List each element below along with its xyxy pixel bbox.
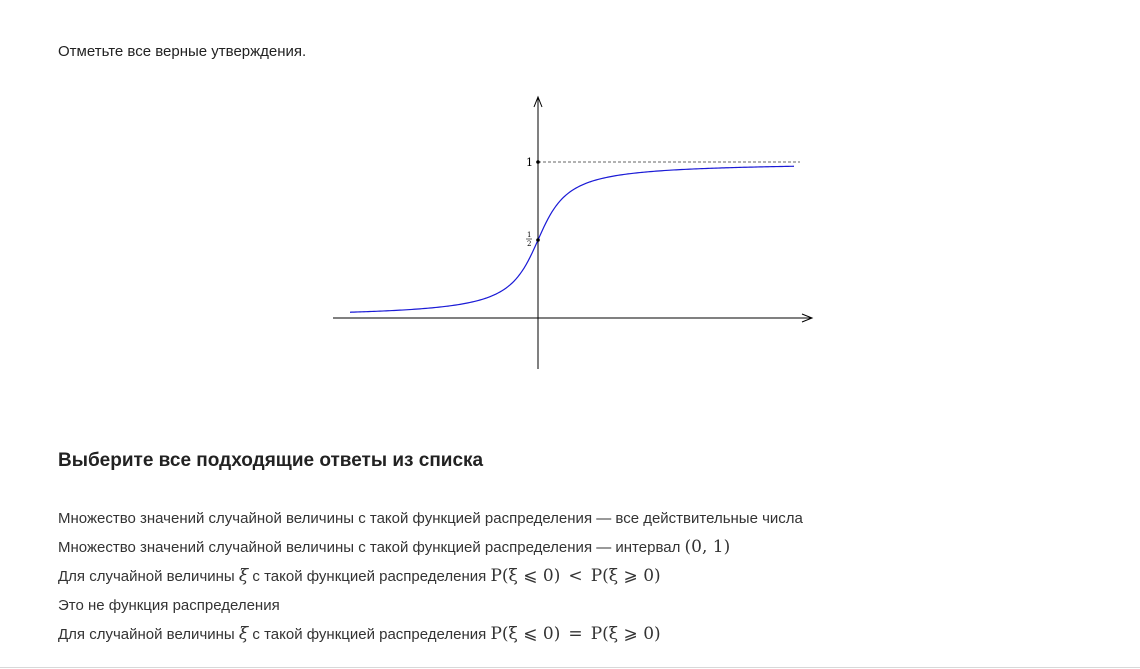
bottom-divider: [0, 667, 1140, 668]
question-text: Отметьте все верные утверждения.: [58, 43, 307, 60]
answer-option-5-mid: с такой функцией распределения: [248, 626, 491, 643]
y-axis-arrow: [533, 95, 543, 108]
answer-option-4-text: Это не функция распределения: [58, 597, 280, 614]
answer-option-3-mid: с такой функцией распределения: [248, 568, 491, 585]
answer-option-1-text: Множество значений случайной величины с …: [58, 510, 803, 527]
answer-option-3-rhs: P(ξ ⩾ 0): [590, 566, 661, 586]
answer-option-3-operator: <: [568, 566, 583, 586]
answer-option-2-text: Множество значений случайной величины с …: [58, 539, 685, 556]
answer-options-list: Множество значений случайной величины с …: [58, 505, 1098, 650]
tick-label-one: 1: [526, 156, 533, 169]
answers-title: Выберите все подходящие ответы из списка: [58, 450, 484, 471]
answer-option-3[interactable]: Для случайной величины ξ с такой функцие…: [58, 563, 1098, 592]
point-half: [536, 238, 540, 242]
answer-option-1[interactable]: Множество значений случайной величины с …: [58, 505, 1098, 534]
tick-label-half-denominator: 2: [527, 240, 531, 248]
answer-option-5-operator: =: [568, 624, 583, 644]
answer-option-3-xi: ξ: [238, 566, 249, 586]
answer-option-2-math: (0, 1): [684, 537, 731, 557]
x-axis-arrow: [801, 313, 814, 323]
answer-option-5-lhs: P(ξ ⩽ 0): [490, 624, 561, 644]
answer-option-2[interactable]: Множество значений случайной величины с …: [58, 534, 1098, 563]
tick-label-half-numerator: 1: [527, 231, 531, 239]
point-one: [536, 160, 540, 164]
cdf-curve: [349, 165, 795, 313]
answer-option-5-pre: Для случайной величины: [58, 626, 239, 643]
answer-option-4[interactable]: Это не функция распределения: [58, 592, 1098, 621]
answer-option-3-pre: Для случайной величины: [58, 568, 239, 585]
answer-option-3-lhs: P(ξ ⩽ 0): [490, 566, 561, 586]
answer-option-5-xi: ξ: [238, 624, 249, 644]
answer-option-5[interactable]: Для случайной величины ξ с такой функцие…: [58, 621, 1098, 650]
answer-option-5-rhs: P(ξ ⩾ 0): [590, 624, 661, 644]
